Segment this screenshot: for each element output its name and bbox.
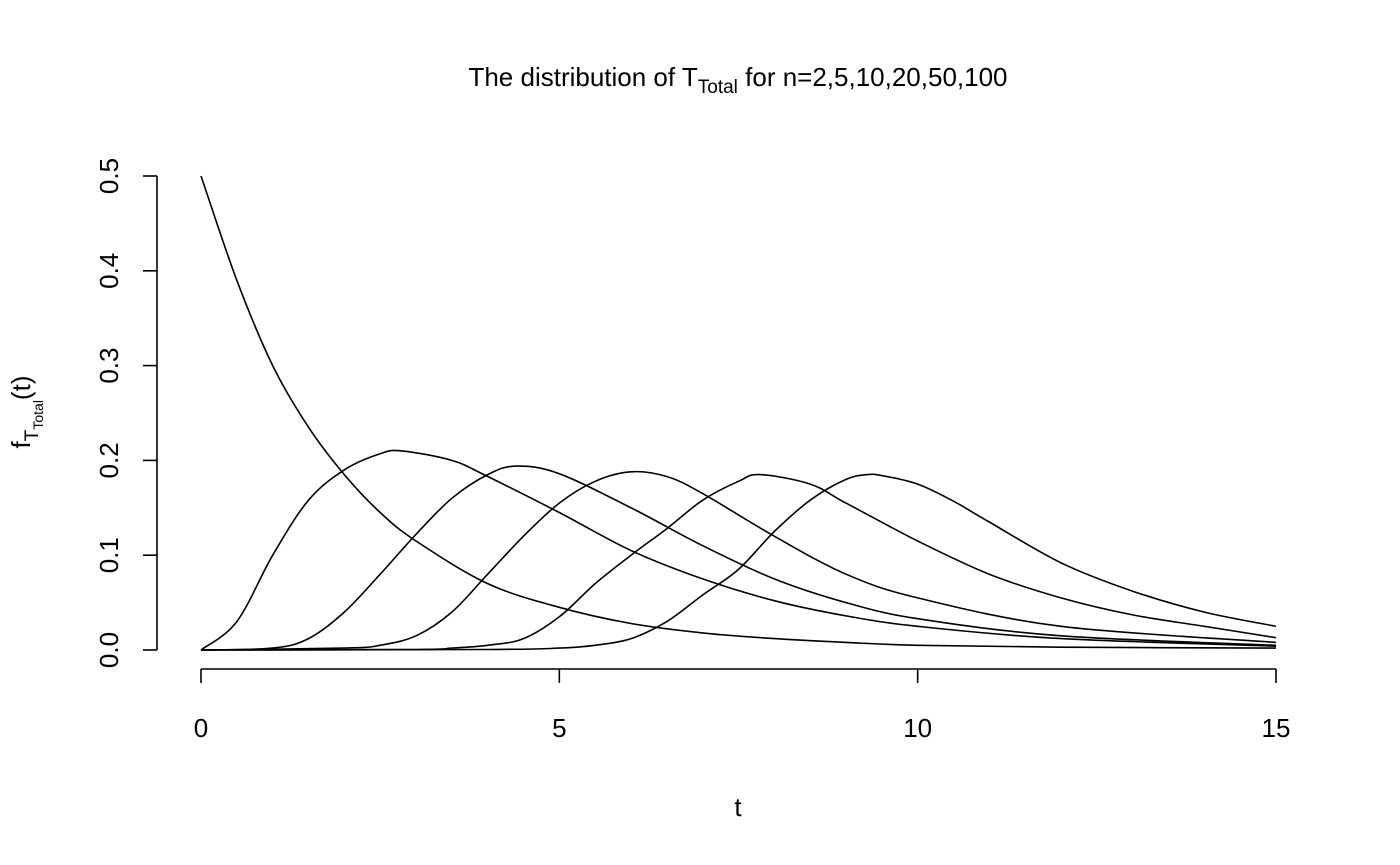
y-axis: 0.0 0.1 0.2 0.3 0.4 0.5 [94, 158, 158, 668]
series-line-3 [200, 465, 1277, 651]
y-axis-label-subsub: Total [30, 400, 46, 430]
y-axis-label-suffix: (t) [6, 376, 36, 401]
y-tick-label: 0.2 [94, 442, 124, 478]
y-tick-label: 0.3 [94, 348, 124, 384]
y-axis-label-sub: T [22, 429, 43, 441]
y-tick-label: 0.4 [94, 253, 124, 289]
chart-title-prefix: The distribution of T [468, 62, 697, 92]
x-tick-label: 5 [552, 713, 566, 743]
x-axis-label: t [734, 792, 742, 822]
x-axis: 0 5 10 15 [194, 668, 1291, 743]
series-line-2 [200, 449, 1277, 651]
x-tick-label: 0 [194, 713, 208, 743]
chart-title: The distribution of TTotal for n=2,5,10,… [468, 62, 1007, 98]
y-axis-label: fTTotal(t) [6, 376, 46, 449]
chart-title-subscript: Total [698, 77, 738, 98]
x-tick-label: 15 [1262, 713, 1291, 743]
y-tick-label: 0.0 [94, 632, 124, 668]
series-group [200, 175, 1277, 651]
series-line-4 [200, 470, 1277, 651]
series-line-5 [200, 473, 1277, 651]
y-axis-label-base: f [6, 440, 36, 448]
chart-title-suffix: for n=2,5,10,20,50,100 [738, 62, 1008, 92]
x-tick-label: 10 [903, 713, 932, 743]
y-tick-label: 0.5 [94, 158, 124, 194]
y-tick-label: 0.1 [94, 537, 124, 573]
series-line-6 [200, 473, 1277, 651]
series-line-1 [200, 175, 1277, 649]
